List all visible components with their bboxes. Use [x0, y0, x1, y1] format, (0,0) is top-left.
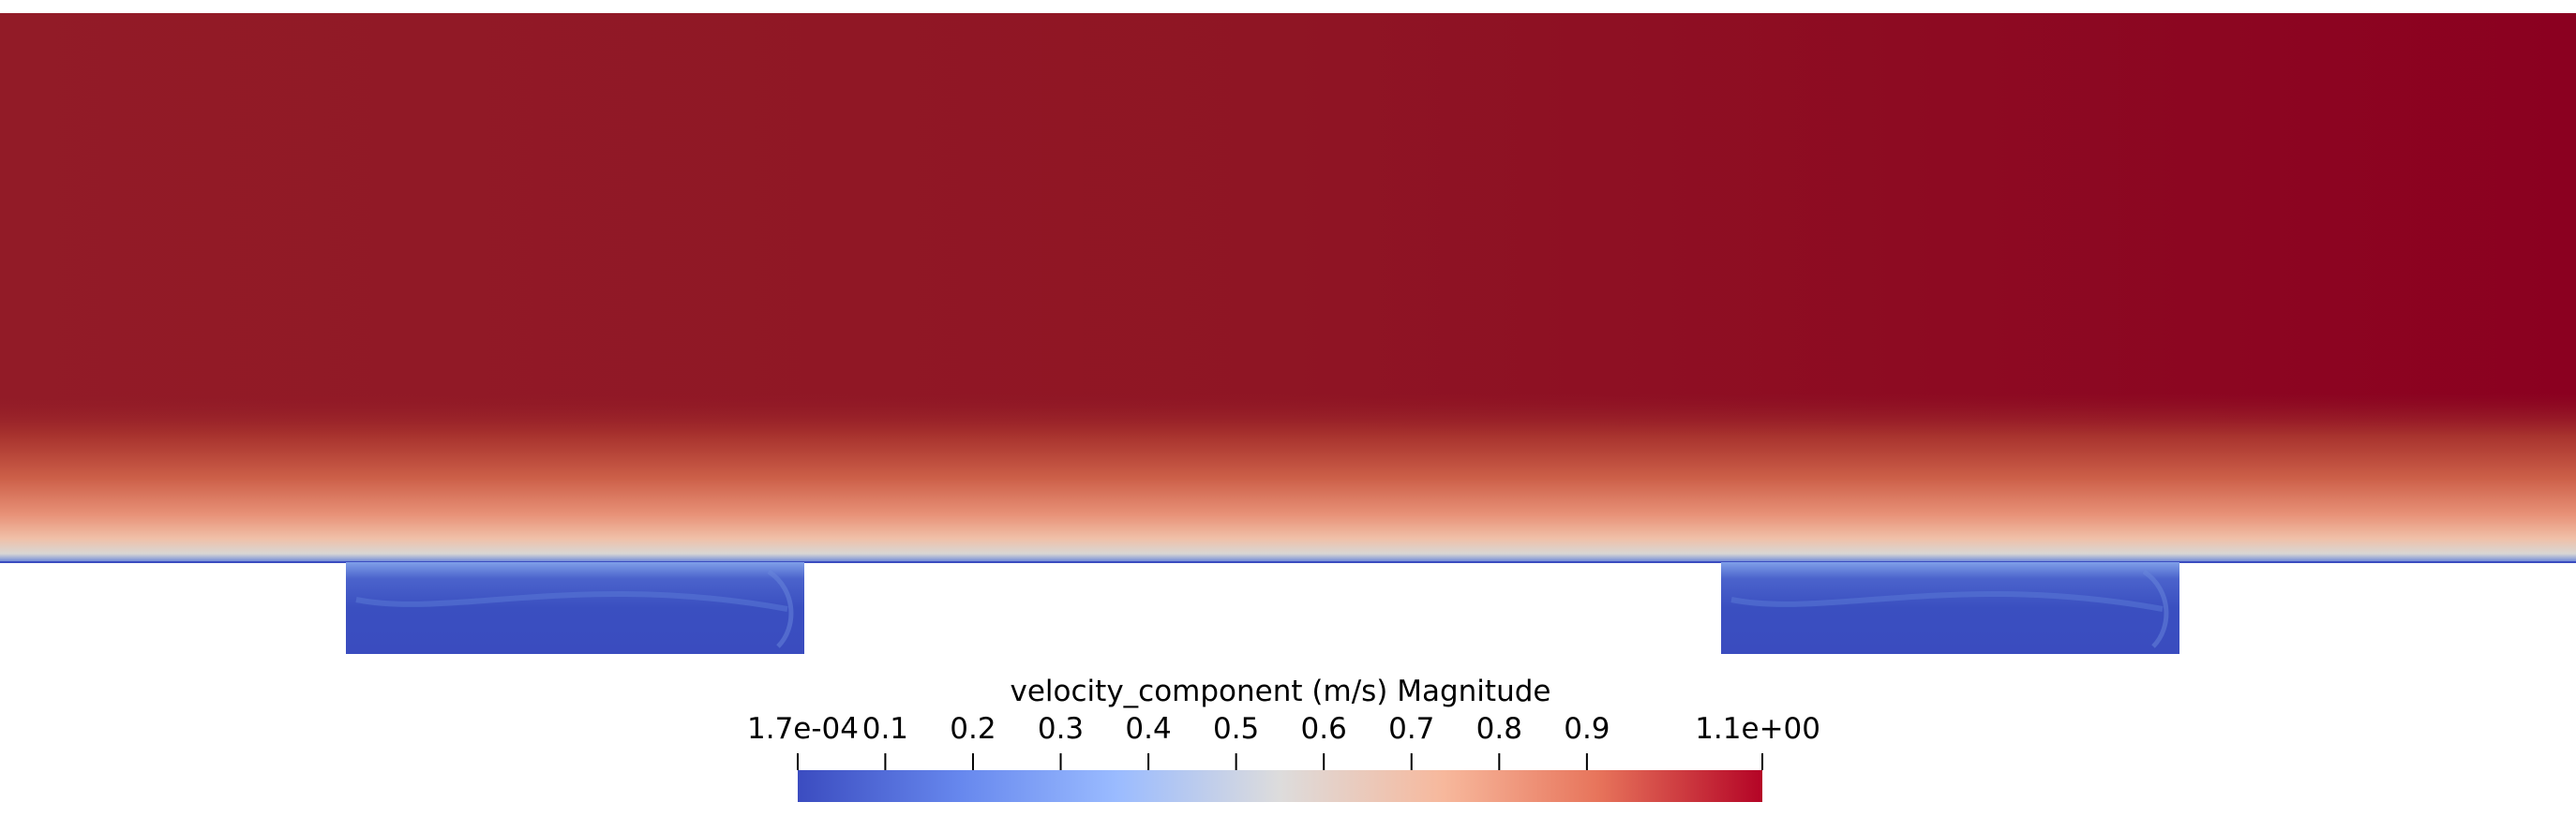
colorbar-label-0.9: 0.9 — [1564, 712, 1610, 746]
colorbar-label-0.7: 0.7 — [1388, 712, 1435, 746]
colorbar-label-min: 1.7e-04 — [747, 712, 860, 746]
colorbar — [797, 753, 1763, 802]
colorbar-label-0.2: 0.2 — [950, 712, 996, 746]
colorbar-label-0.8: 0.8 — [1475, 712, 1522, 746]
colorbar-label-0.1: 0.1 — [861, 712, 909, 746]
colorbar-label-0.5: 0.5 — [1212, 712, 1260, 746]
colorbar-gradient — [798, 770, 1762, 802]
colorbar-title: velocity_component (m/s) Magnitude — [1010, 675, 1551, 708]
colorbar-label-0.6: 0.6 — [1300, 712, 1347, 746]
colorbar-label-0.4: 0.4 — [1125, 712, 1172, 746]
boundary-layer — [0, 394, 2576, 562]
cavity-left — [346, 562, 804, 654]
colorbar-ticks — [797, 753, 1763, 770]
colorbar-label-max: 1.1e+00 — [1695, 712, 1820, 746]
colorbar-label-0.3: 0.3 — [1037, 712, 1085, 746]
cavity-right — [1721, 562, 2179, 654]
